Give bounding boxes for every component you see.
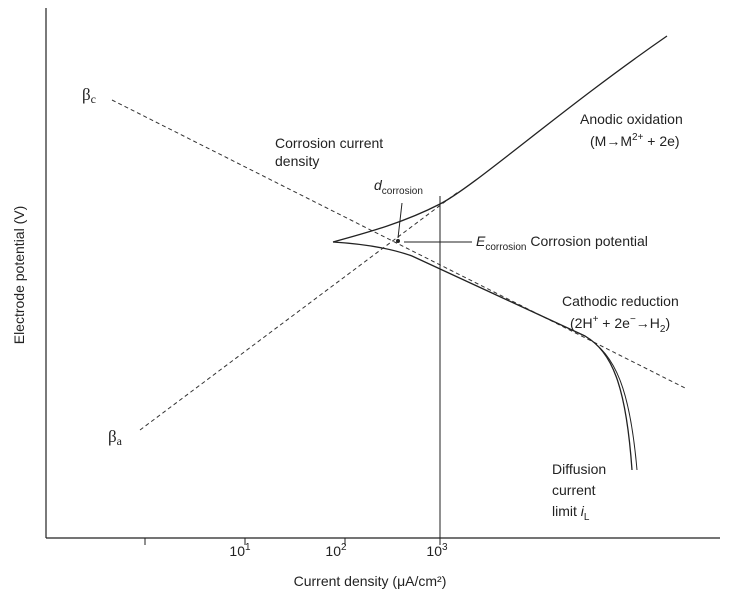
tick-base: 10 [426, 543, 442, 559]
tick-exp: 2 [341, 542, 347, 553]
corrosion-current-label: density [275, 153, 319, 169]
beta-c-line [111, 99, 686, 389]
superscript: 2+ [632, 132, 644, 143]
subscript: c [91, 92, 96, 106]
tick-base: 10 [325, 543, 341, 559]
y-axis-label: Electrode potential (V) [11, 206, 27, 345]
part: limit [552, 503, 581, 519]
cathodic-reaction: (2H+ + 2e−→H2) [570, 314, 670, 335]
corrosion-current-label: Corrosion current [275, 135, 383, 151]
part: (2H [570, 315, 593, 331]
beta-a-line [139, 191, 459, 431]
anodic-reaction: (M→M2+ + 2e) [590, 132, 680, 149]
corrosion-point [396, 239, 400, 243]
anodic-label: Anodic oxidation [580, 111, 683, 127]
symbol: β [82, 85, 91, 104]
beta-c-label: βc [82, 85, 96, 106]
d-corrosion-label: dcorrosion [374, 177, 423, 197]
part: + 2e [598, 315, 630, 331]
symbol: d [374, 177, 383, 193]
tick-exp: 3 [442, 542, 448, 553]
subscript: corrosion [382, 186, 423, 197]
part: (M→M [590, 133, 632, 149]
part: →H [636, 315, 660, 331]
subscript: corrosion [485, 242, 526, 253]
superscript: − [630, 314, 636, 325]
cathodic-label: Cathodic reduction [562, 293, 679, 309]
superscript: + [593, 314, 599, 325]
x-ticks [144, 538, 441, 545]
x-axis-label: Current density (μA/cm²) [294, 573, 447, 589]
tick-base: 10 [229, 543, 245, 559]
symbol: i [581, 503, 585, 519]
symbol: E [476, 233, 486, 249]
pointer [397, 202, 403, 239]
text: Corrosion potential [526, 233, 647, 249]
x-tick-label: 102 [325, 542, 347, 559]
diffusion-label: limit iL [552, 503, 590, 523]
anodic-curve [332, 35, 668, 243]
subscript: L [584, 512, 590, 523]
diffusion-label: current [552, 482, 596, 498]
part: ) [665, 315, 670, 331]
tick-exp: 1 [245, 542, 251, 553]
part: + 2e) [643, 133, 679, 149]
symbol: β [108, 427, 117, 446]
subscript: a [117, 434, 123, 448]
diffusion-label: Diffusion [552, 461, 606, 477]
beta-a-label: βa [108, 427, 123, 448]
subscript: 2 [660, 324, 666, 335]
x-tick-label: 103 [426, 542, 448, 559]
e-corrosion-label: Ecorrosion Corrosion potential [476, 233, 648, 253]
x-tick-label: 101 [229, 542, 251, 559]
cathodic-curve [332, 241, 633, 471]
diffusion-curve [584, 335, 638, 471]
